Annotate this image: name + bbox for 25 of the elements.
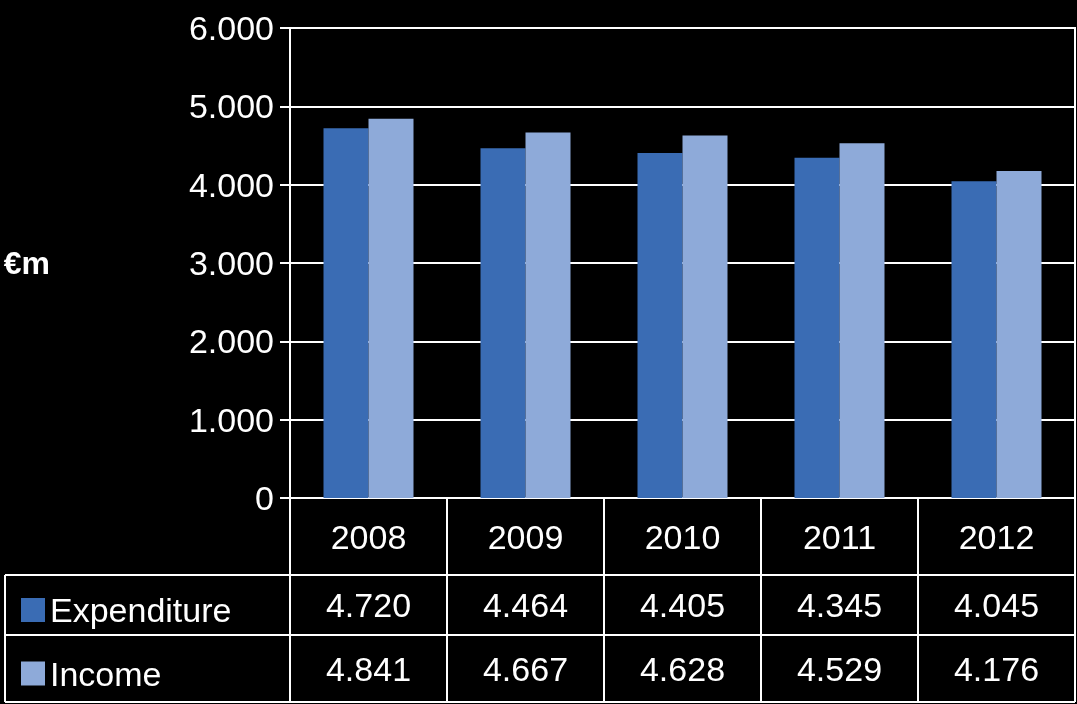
x-tick-label: 2010 xyxy=(644,518,721,556)
y-tick-label: 6.000 xyxy=(188,9,274,47)
data-label: 4.345 xyxy=(796,586,883,624)
data-label: 4.405 xyxy=(639,586,726,624)
y-tick-label: 4.000 xyxy=(188,165,274,204)
x-tick-label: 2008 xyxy=(330,518,407,556)
x-tick-label: 2009 xyxy=(487,518,564,556)
y-tick-label: 2.000 xyxy=(188,322,274,361)
x-tick-label: 2012 xyxy=(958,518,1035,556)
y-tick-label: 3.000 xyxy=(188,244,274,282)
y-tick-label: 1.000 xyxy=(188,400,274,439)
x-tick-label: 2011 xyxy=(802,518,877,556)
data-label: 4.529 xyxy=(796,649,883,688)
data-label: 4.720 xyxy=(325,586,412,624)
y-tick-label: 0 xyxy=(255,479,274,517)
data-label: 4.628 xyxy=(639,649,726,688)
data-label: 4.045 xyxy=(953,586,1040,624)
data-label: 4.667 xyxy=(482,649,569,688)
y-axis-title: €m xyxy=(3,245,50,281)
data-label: 4.464 xyxy=(482,586,569,624)
legend-label: Income xyxy=(50,654,162,693)
y-tick-label: 5.000 xyxy=(188,87,274,126)
legend-label: Expenditure xyxy=(50,591,232,629)
data-label: 4.841 xyxy=(325,649,412,688)
data-label: 4.176 xyxy=(953,649,1040,688)
